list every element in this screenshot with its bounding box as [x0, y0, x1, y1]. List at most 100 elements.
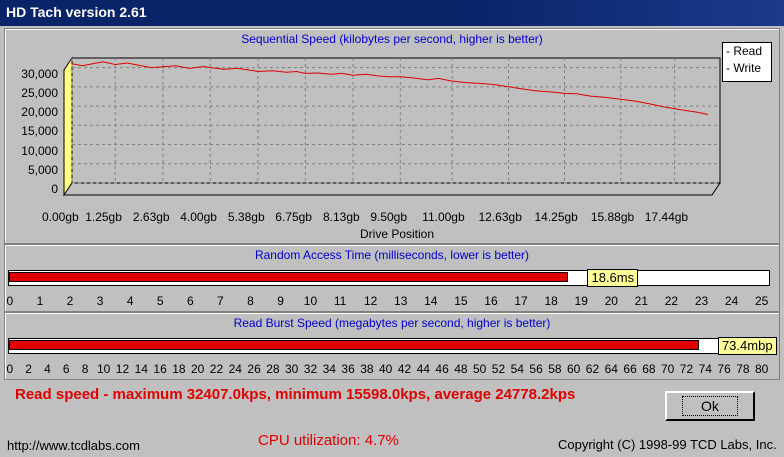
scale-tick-label: 68: [642, 362, 656, 376]
scale-tick-label: 0: [6, 294, 14, 308]
x-tick-label: 14.25gb: [534, 210, 578, 224]
x-axis-label: Drive Position: [360, 227, 435, 241]
x-tick-label: 2.63gb: [132, 210, 170, 224]
scale-tick-label: 50: [473, 362, 487, 376]
burst-value: 73.4mbp: [717, 337, 777, 355]
legend-write: - Write: [726, 61, 762, 75]
scale-tick-label: 11: [333, 294, 347, 308]
scale-tick-label: 25: [755, 294, 769, 308]
scale-tick-label: 5: [156, 294, 164, 308]
sequential-title: Sequential Speed (kilobytes per second, …: [241, 32, 543, 46]
scale-tick-label: 10: [97, 362, 111, 376]
scale-tick-label: 6: [186, 294, 194, 308]
scale-tick-label: 32: [303, 362, 318, 376]
y-tick-label: 0: [51, 182, 58, 196]
chart-legend: - Read - Write: [722, 42, 772, 82]
legend-read: - Read: [726, 44, 763, 58]
scale-tick-label: 78: [736, 362, 750, 376]
x-tick-label: 11.00gb: [422, 210, 465, 224]
x-tick-label: 1.25gb: [85, 210, 122, 224]
scale-tick-label: 64: [604, 362, 618, 376]
scale-tick-label: 3: [96, 294, 104, 308]
scale-tick-label: 4: [44, 362, 51, 376]
scale-tick-label: 62: [585, 362, 600, 376]
scale-tick-label: 72: [679, 362, 694, 376]
scale-tick-label: 16: [484, 294, 498, 308]
website-link[interactable]: http://www.tcdlabs.com: [7, 438, 140, 453]
scale-tick-label: 38: [360, 362, 374, 376]
y-tick-label: 10,000: [21, 143, 58, 158]
scale-tick-label: 4: [126, 294, 134, 308]
window-title: HD Tach version 2.61: [6, 4, 147, 20]
scale-tick-label: 24: [228, 362, 242, 376]
scale-tick-label: 9: [277, 294, 284, 308]
scale-tick-label: 42: [397, 362, 412, 376]
scale-tick-label: 48: [454, 362, 468, 376]
scale-tick-label: 17: [514, 294, 528, 308]
x-tick-label: 8.13gb: [322, 210, 360, 224]
scale-tick-label: 40: [379, 362, 393, 376]
scale-tick-label: 80: [755, 362, 769, 376]
scale-tick-label: 58: [548, 362, 562, 376]
scale-tick-label: 14: [424, 294, 438, 308]
scale-tick-label: 18: [172, 362, 186, 376]
scale-tick-label: 23: [694, 294, 709, 308]
x-tick-label: 4.00gb: [180, 210, 217, 224]
scale-tick-label: 8: [81, 362, 89, 376]
scale-tick-label: 54: [510, 362, 524, 376]
scale-tick-label: 20: [191, 362, 205, 376]
scale-tick-label: 0: [6, 362, 14, 376]
y-tick-label: 15,000: [21, 124, 58, 139]
y-tick-label: 5,000: [27, 162, 58, 177]
scale-tick-label: 44: [416, 362, 430, 376]
scale-tick-label: 22: [664, 294, 679, 308]
x-tick-label: 5.38gb: [227, 210, 265, 224]
scale-tick-label: 15: [454, 294, 468, 308]
x-tick-label: 0.00gb: [42, 210, 79, 224]
y-tick-label: 30,000: [21, 66, 58, 81]
scale-tick-label: 28: [266, 362, 280, 376]
scale-tick-label: 7: [217, 294, 224, 308]
ok-button[interactable]: Ok: [665, 391, 755, 421]
scale-tick-label: 10: [303, 294, 318, 308]
read-speed-summary: Read speed - maximum 32407.0kps, minimum…: [15, 386, 576, 403]
x-tick-label: 6.75gb: [275, 210, 312, 224]
scale-tick-label: 8: [247, 294, 254, 308]
scale-tick-label: 76: [717, 362, 731, 376]
scale-tick-label: 21: [634, 294, 649, 308]
scale-tick-label: 12: [115, 362, 130, 376]
scale-tick-label: 70: [661, 362, 675, 376]
x-tick-label: 17.44gb: [644, 210, 689, 224]
scale-tick-label: 13: [394, 294, 408, 308]
scale-tick-label: 26: [247, 362, 261, 376]
x-tick-label: 12.63gb: [478, 210, 522, 224]
scale-tick-label: 56: [529, 362, 543, 376]
scale-tick-label: 1: [36, 294, 44, 308]
scale-tick-label: 22: [209, 362, 224, 376]
x-tick-label: 9.50gb: [370, 210, 408, 224]
scale-tick-label: 2: [66, 294, 74, 308]
scale-tick-label: 60: [567, 362, 581, 376]
random-access-title: Random Access Time (milliseconds, lower …: [254, 248, 530, 262]
scale-tick-label: 36: [341, 362, 355, 376]
scale-tick-label: 16: [153, 362, 167, 376]
burst-title: Read Burst Speed (megabytes per second, …: [233, 316, 551, 330]
cpu-utilization: CPU utilization: 4.7%: [258, 432, 399, 449]
scale-tick-label: 20: [604, 294, 618, 308]
y-tick-label: 25,000: [21, 85, 58, 100]
scale-tick-label: 6: [62, 362, 70, 376]
scale-tick-label: 2: [25, 362, 32, 376]
scale-tick-label: 14: [134, 362, 148, 376]
y-tick-label: 20,000: [21, 105, 58, 120]
random-access-value: 18.6ms: [587, 269, 639, 287]
scale-tick-label: 19: [574, 294, 588, 308]
ok-button-label: Ok: [682, 396, 738, 416]
scale-tick-label: 74: [698, 362, 712, 376]
scale-tick-label: 34: [322, 362, 336, 376]
scale-tick-label: 24: [724, 294, 739, 308]
scale-tick-label: 18: [544, 294, 558, 308]
title-bar[interactable]: HD Tach version 2.61: [0, 0, 784, 26]
scale-tick-label: 46: [435, 362, 449, 376]
burst-bar: [9, 340, 699, 350]
copyright-text: Copyright (C) 1998-99 TCD Labs, Inc.: [558, 437, 777, 452]
